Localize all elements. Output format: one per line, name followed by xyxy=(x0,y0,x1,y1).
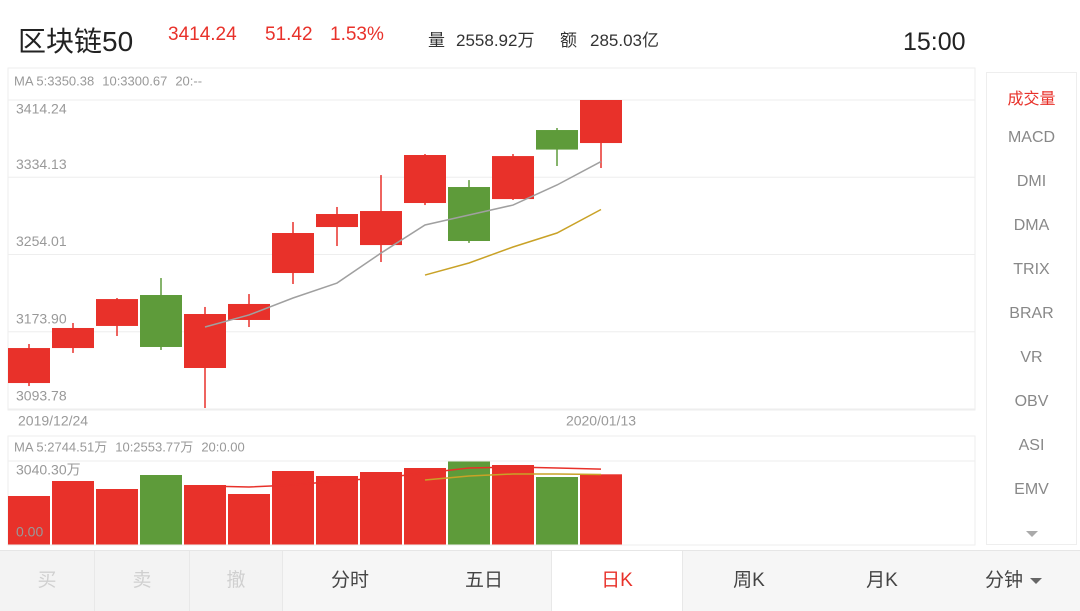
amount: 285.03亿 xyxy=(590,31,659,50)
candle-body xyxy=(8,348,50,384)
volume-bar xyxy=(448,461,490,545)
indicator[interactable]: DMA xyxy=(1013,217,1050,234)
tab[interactable]: 分钟 xyxy=(984,570,1023,591)
indicator[interactable]: VR xyxy=(1020,349,1043,366)
dropdown-arrow[interactable] xyxy=(1030,578,1042,585)
tab[interactable]: 五日 xyxy=(464,570,503,591)
time: 15:00 xyxy=(903,28,966,56)
candle-body xyxy=(536,130,578,150)
tab[interactable]: 月K xyxy=(866,570,898,591)
tab-bar: 买 卖 撤 分时 五日 日K 周K 月K 分钟 xyxy=(0,550,1080,611)
y-tick-label: 3173.90 xyxy=(16,310,67,326)
legend-entry: 20:0.00 xyxy=(201,439,244,454)
price: 3414.24 xyxy=(168,24,237,45)
candle-body xyxy=(52,327,94,349)
volume-bar xyxy=(8,496,50,545)
tab-cancel: 撤 xyxy=(190,551,283,611)
y-tick-label: 3254.01 xyxy=(16,233,67,249)
candle-body xyxy=(448,187,490,242)
tab-sell: 卖 xyxy=(95,551,190,611)
candle-body xyxy=(404,155,446,204)
more-arrow[interactable] xyxy=(1025,530,1039,538)
candle-body xyxy=(316,214,358,228)
volume-bar xyxy=(492,465,534,545)
volume-bar xyxy=(580,474,622,545)
volume-bar xyxy=(52,481,94,545)
percent: 1.53% xyxy=(330,24,384,45)
chart: 3093.78 3173.90 3254.01 3334.13 3414.24 2019/… xyxy=(7,67,976,546)
legend-entry: MA 5:2744.51万 xyxy=(14,439,107,454)
candle-body xyxy=(96,299,138,326)
price-panel xyxy=(7,67,976,411)
y-tick-label: 0.00 xyxy=(16,524,43,540)
tab-active[interactable]: 日K xyxy=(551,551,683,611)
volume-bar xyxy=(228,493,270,545)
indicator[interactable]: MACD xyxy=(1007,129,1056,146)
y-tick-label: 3093.78 xyxy=(16,388,67,404)
volume-bar xyxy=(96,488,138,545)
volume-bar xyxy=(360,471,402,545)
candle-body xyxy=(228,303,270,320)
x-tick-label: 2020/01/13 xyxy=(566,413,636,429)
volume-bar xyxy=(184,485,226,545)
indicator[interactable]: 成交量 xyxy=(1007,91,1056,108)
tab[interactable]: 周K xyxy=(733,570,765,591)
volume-label: 量 xyxy=(428,31,445,50)
volume-bar xyxy=(536,476,578,545)
volume-bar xyxy=(316,475,358,545)
candle-body xyxy=(140,295,182,347)
y-tick-label: 3414.24 xyxy=(16,101,67,117)
volume-bar xyxy=(272,470,314,545)
change: 51.42 xyxy=(265,24,313,45)
volume-bar xyxy=(404,467,446,545)
ma-line xyxy=(424,208,602,276)
x-tick-label: 2019/12/24 xyxy=(18,413,88,429)
amount-label: 额 xyxy=(560,31,577,50)
indicator[interactable]: ASI xyxy=(1018,437,1045,454)
legend-entry: 10:3300.67 xyxy=(102,73,167,88)
y-tick-label: 3334.13 xyxy=(16,156,67,172)
indicator[interactable]: OBV xyxy=(1014,393,1049,410)
tab-buy: 买 xyxy=(0,551,95,611)
y-tick-label: 3040.30万 xyxy=(16,462,81,478)
candle-body xyxy=(492,156,534,200)
candle-body xyxy=(272,233,314,274)
candle-body xyxy=(580,100,622,144)
legend-entry: MA 5:3350.38 xyxy=(14,73,94,88)
indicator[interactable]: TRIX xyxy=(1013,261,1050,278)
indicator[interactable]: BRAR xyxy=(1009,305,1054,322)
tab[interactable]: 分时 xyxy=(330,570,369,591)
ma-line xyxy=(204,466,602,488)
legend-entry: 10:2553.77万 xyxy=(115,439,193,454)
indicator[interactable]: EMV xyxy=(1014,481,1049,498)
candle-body xyxy=(184,314,226,369)
stock-name: 区块链50 xyxy=(18,26,134,57)
volume-bar xyxy=(140,474,182,545)
ma-line xyxy=(424,473,602,481)
indicator[interactable]: DMI xyxy=(1016,173,1047,190)
volume: 2558.92万 xyxy=(456,31,535,50)
legend-entry: 20:-- xyxy=(175,73,202,88)
indicator-menu: 成交量 MACD DMI DMA TRIX BRAR VR OBV ASI EM… xyxy=(986,72,1077,545)
candle-body xyxy=(360,211,402,246)
ma-line xyxy=(204,160,602,328)
